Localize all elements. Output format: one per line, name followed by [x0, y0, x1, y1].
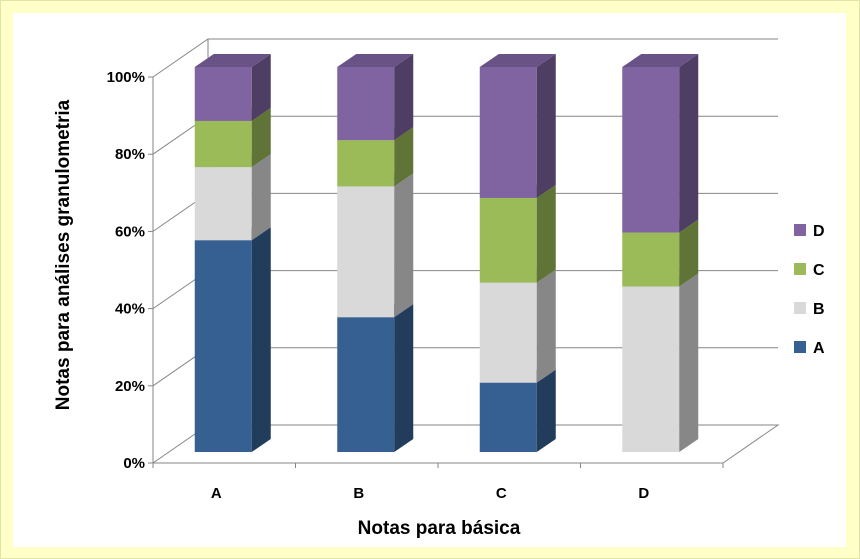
legend-swatch — [794, 224, 806, 236]
x-tick-label: B — [353, 485, 364, 502]
y-axis-title: Notas para análises granulometria — [53, 99, 74, 410]
bar-front — [479, 67, 537, 198]
bar-side — [251, 107, 271, 168]
bar-front — [194, 120, 252, 168]
bar-a-a[interactable] — [194, 227, 271, 452]
bar-front — [337, 140, 395, 187]
bar-b-b[interactable] — [337, 173, 414, 318]
bar-top — [337, 54, 414, 67]
bar-front — [479, 382, 537, 452]
bar-side — [536, 184, 556, 283]
y-tick-label: 0% — [123, 455, 145, 472]
bar-stack-b — [337, 54, 414, 452]
y-tick-label: 100% — [107, 69, 145, 86]
bar-side — [251, 54, 271, 121]
legend-label: A — [813, 340, 825, 357]
bar-top — [194, 54, 271, 67]
legend-item-a: A — [794, 340, 825, 357]
bar-front — [622, 67, 680, 233]
bar-front — [622, 232, 680, 287]
bar-stack-a — [194, 54, 271, 452]
bar-side — [536, 369, 556, 452]
bar-side — [251, 154, 271, 241]
legend-swatch — [794, 302, 806, 314]
bar-c-c[interactable] — [479, 184, 556, 283]
bar-c-d[interactable] — [479, 54, 556, 198]
bar-b-c[interactable] — [337, 127, 414, 187]
legend-label: C — [813, 262, 825, 279]
legend-swatch — [794, 341, 806, 353]
x-tick-label: C — [496, 485, 507, 502]
bar-side — [536, 54, 556, 198]
y-tick-label: 40% — [115, 301, 145, 318]
bar-side — [679, 219, 699, 287]
x-tick-label: D — [638, 485, 649, 502]
bar-front — [479, 282, 537, 383]
bar-b-a[interactable] — [337, 304, 414, 452]
bar-front — [337, 67, 395, 141]
x-axis-title: Notas para básica — [358, 518, 521, 539]
legend-label: B — [813, 301, 825, 318]
bar-side — [679, 54, 699, 233]
legend-swatch — [794, 263, 806, 275]
chart-floor — [151, 424, 780, 464]
bar-side — [394, 54, 414, 141]
bar-side — [394, 127, 414, 187]
y-tick-label: 80% — [115, 146, 145, 163]
y-tick-label: 60% — [115, 223, 145, 240]
bar-b-d[interactable] — [337, 54, 414, 141]
bar-stack-c — [479, 54, 556, 452]
bar-d-b[interactable] — [622, 273, 699, 452]
bar-side — [251, 227, 271, 452]
bar-front — [337, 186, 395, 318]
bar-top — [479, 54, 556, 67]
bar-top — [622, 54, 699, 67]
chart-area — [13, 13, 846, 547]
legend-item-b: B — [794, 301, 825, 318]
y-tick-label: 20% — [115, 378, 145, 395]
bar-side — [536, 269, 556, 383]
bar-front — [622, 286, 680, 452]
bar-d-d[interactable] — [622, 54, 699, 233]
bar-a-d[interactable] — [194, 54, 271, 121]
bar-stack-d — [622, 54, 699, 452]
bar-front — [194, 167, 252, 241]
bar-side — [394, 304, 414, 452]
bar-side — [679, 273, 699, 452]
bar-front — [194, 67, 252, 121]
x-tick-label: A — [211, 485, 222, 502]
bar-front — [194, 240, 252, 452]
bar-c-b[interactable] — [479, 269, 556, 383]
legend-label: D — [813, 223, 825, 240]
legend-item-c: C — [794, 262, 825, 279]
bar-front — [479, 197, 537, 283]
legend-item-d: D — [794, 223, 825, 240]
bar-front — [337, 317, 395, 452]
bar-side — [394, 173, 414, 318]
